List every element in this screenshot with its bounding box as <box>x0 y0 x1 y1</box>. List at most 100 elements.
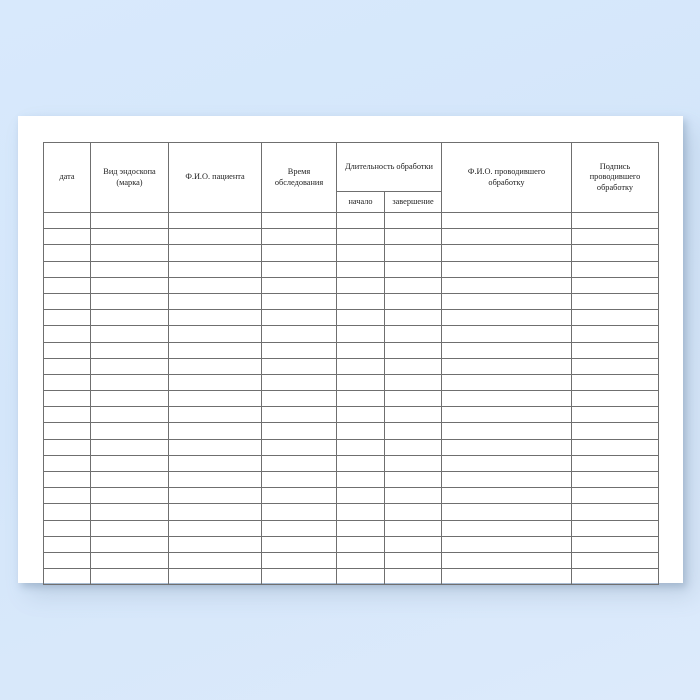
table-cell[interactable] <box>571 390 659 408</box>
table-cell[interactable] <box>571 454 659 473</box>
table-cell[interactable] <box>384 422 442 440</box>
table-cell[interactable] <box>90 276 169 294</box>
table-cell[interactable] <box>384 373 442 392</box>
table-cell[interactable] <box>168 519 262 537</box>
table-cell[interactable] <box>261 454 337 473</box>
table-cell[interactable] <box>168 568 262 586</box>
table-cell[interactable] <box>43 454 91 473</box>
table-row[interactable] <box>43 454 659 473</box>
table-cell[interactable] <box>441 487 572 505</box>
table-cell[interactable] <box>90 535 169 553</box>
table-cell[interactable] <box>43 390 91 408</box>
table-cell[interactable] <box>168 228 262 246</box>
table-cell[interactable] <box>168 454 262 473</box>
table-cell[interactable] <box>571 260 659 278</box>
table-cell[interactable] <box>441 373 572 392</box>
table-cell[interactable] <box>441 503 572 521</box>
table-cell[interactable] <box>441 357 572 375</box>
table-cell[interactable] <box>384 487 442 505</box>
table-cell[interactable] <box>168 260 262 278</box>
table-cell[interactable] <box>90 568 169 586</box>
table-cell[interactable] <box>441 341 572 359</box>
table-row[interactable] <box>43 568 659 586</box>
table-row[interactable] <box>43 244 659 262</box>
table-cell[interactable] <box>90 487 169 505</box>
table-cell[interactable] <box>384 438 442 456</box>
table-cell[interactable] <box>571 503 659 521</box>
table-cell[interactable] <box>261 438 337 456</box>
table-cell[interactable] <box>571 309 659 327</box>
table-cell[interactable] <box>336 422 385 440</box>
table-cell[interactable] <box>43 470 91 489</box>
table-cell[interactable] <box>384 341 442 359</box>
table-cell[interactable] <box>90 357 169 375</box>
table-row[interactable] <box>43 373 659 392</box>
table-cell[interactable] <box>336 454 385 473</box>
table-cell[interactable] <box>261 260 337 278</box>
table-cell[interactable] <box>261 487 337 505</box>
table-cell[interactable] <box>336 535 385 553</box>
table-row[interactable] <box>43 309 659 327</box>
table-cell[interactable] <box>336 260 385 278</box>
table-cell[interactable] <box>168 535 262 553</box>
table-cell[interactable] <box>336 276 385 294</box>
table-cell[interactable] <box>384 325 442 343</box>
table-cell[interactable] <box>384 260 442 278</box>
table-cell[interactable] <box>336 568 385 586</box>
table-cell[interactable] <box>384 551 442 570</box>
table-cell[interactable] <box>261 535 337 553</box>
table-cell[interactable] <box>261 470 337 489</box>
table-cell[interactable] <box>571 551 659 570</box>
table-cell[interactable] <box>441 406 572 424</box>
table-cell[interactable] <box>336 487 385 505</box>
table-cell[interactable] <box>168 211 262 230</box>
table-cell[interactable] <box>261 373 337 392</box>
table-cell[interactable] <box>168 309 262 327</box>
table-cell[interactable] <box>90 292 169 311</box>
table-cell[interactable] <box>336 503 385 521</box>
table-cell[interactable] <box>168 503 262 521</box>
table-cell[interactable] <box>441 325 572 343</box>
table-cell[interactable] <box>441 390 572 408</box>
table-cell[interactable] <box>336 244 385 262</box>
table-cell[interactable] <box>43 357 91 375</box>
table-cell[interactable] <box>43 260 91 278</box>
table-cell[interactable] <box>336 406 385 424</box>
table-cell[interactable] <box>261 390 337 408</box>
table-cell[interactable] <box>571 470 659 489</box>
table-cell[interactable] <box>168 470 262 489</box>
table-cell[interactable] <box>336 390 385 408</box>
table-cell[interactable] <box>571 211 659 230</box>
table-cell[interactable] <box>90 228 169 246</box>
table-cell[interactable] <box>168 276 262 294</box>
table-cell[interactable] <box>336 341 385 359</box>
table-row[interactable] <box>43 406 659 424</box>
table-cell[interactable] <box>441 551 572 570</box>
table-row[interactable] <box>43 438 659 456</box>
table-row[interactable] <box>43 535 659 553</box>
table-cell[interactable] <box>43 276 91 294</box>
table-row[interactable] <box>43 470 659 489</box>
table-cell[interactable] <box>571 357 659 375</box>
table-cell[interactable] <box>168 406 262 424</box>
table-cell[interactable] <box>571 373 659 392</box>
table-cell[interactable] <box>168 292 262 311</box>
table-cell[interactable] <box>90 373 169 392</box>
table-cell[interactable] <box>261 309 337 327</box>
table-cell[interactable] <box>441 422 572 440</box>
table-cell[interactable] <box>43 325 91 343</box>
table-cell[interactable] <box>571 228 659 246</box>
table-cell[interactable] <box>336 373 385 392</box>
table-row[interactable] <box>43 260 659 278</box>
table-cell[interactable] <box>441 309 572 327</box>
table-cell[interactable] <box>43 422 91 440</box>
table-cell[interactable] <box>336 325 385 343</box>
table-cell[interactable] <box>43 341 91 359</box>
table-cell[interactable] <box>571 568 659 586</box>
table-cell[interactable] <box>261 228 337 246</box>
table-cell[interactable] <box>261 551 337 570</box>
table-cell[interactable] <box>168 373 262 392</box>
table-cell[interactable] <box>43 503 91 521</box>
table-cell[interactable] <box>441 292 572 311</box>
table-cell[interactable] <box>384 244 442 262</box>
